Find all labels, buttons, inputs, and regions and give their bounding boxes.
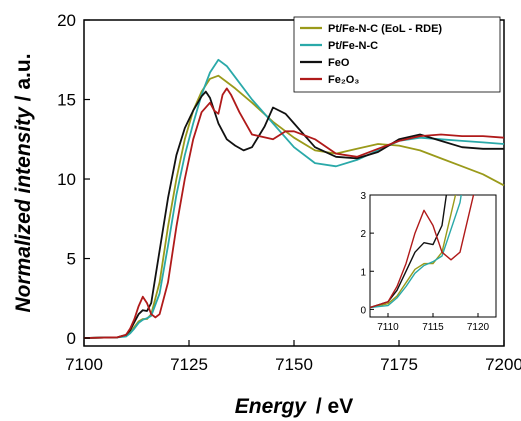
inset-series-line-fe-o [370,195,475,309]
y-tick-label: 5 [67,250,76,269]
y-tick-label: 15 [57,91,76,110]
inset-y-tick-label: 3 [360,191,366,202]
legend-label-pt-fe-n-c: Pt/Fe-N-C [328,40,378,52]
main-series-group [83,58,505,339]
legend: Pt/Fe-N-C (EoL - RDE) Pt/Fe-N-C FeO Fe₂O₃ [293,16,501,93]
inset-series-line-pt-fe-n-c-eol-rde [370,195,457,309]
x-axis-title: Energy / eV [235,395,353,418]
inset-series-line-feo [370,195,448,309]
inset-series-group [370,195,475,309]
x-tick-label: 7125 [170,355,208,374]
x-tick-label: 7100 [65,355,103,374]
y-tick-label: 20 [57,11,76,30]
legend-label-fe-o: Fe₂O₃ [328,74,359,86]
inset-y-tick-label: 0 [360,305,366,316]
y-axis-title: Normalized intensity / a.u. [12,53,35,312]
x-tick-label: 7150 [275,355,313,374]
x-tick-label: 7200 [485,355,521,374]
series-line-fe-o [83,87,505,339]
y-tick-label: 10 [57,170,76,189]
series-line-feo [83,90,504,339]
x-axis-unit: eV [328,395,354,418]
x-tick-label: 7175 [380,355,418,374]
inset-x-tick-label: 7115 [422,322,444,333]
y-axis-title-text: Normalized intensity [12,106,35,313]
y-axis-unit: a.u. [12,53,35,89]
inset-x-tick-label: 7110 [377,322,399,333]
inset-y-tick-label: 2 [360,229,366,240]
legend-label-feo: FeO [328,57,350,69]
inset-x-tick-label: 7120 [467,322,490,333]
inset-series-line-pt-fe-n-c [370,195,462,309]
inset-ticks-group: 7110 7115 7120 0 1 2 3 [360,191,489,333]
x-axis-title-text: Energy [235,395,308,418]
series-line-pt-fe-n-c-eol-rde [83,74,505,339]
legend-box [293,16,501,93]
legend-label-pt-fe-n-c-eol-rde: Pt/Fe-N-C (EoL - RDE) [328,23,442,35]
y-tick-label: 0 [67,329,76,348]
inset-y-tick-label: 1 [360,267,366,278]
inset-frame [369,194,497,318]
